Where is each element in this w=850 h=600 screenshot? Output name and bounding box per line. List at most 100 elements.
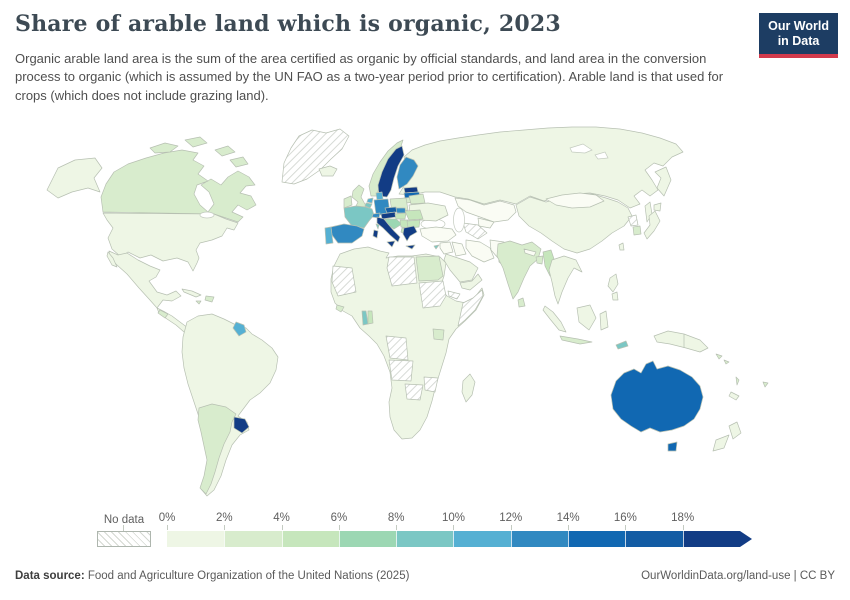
- country-bangladesh[interactable]: [535, 255, 544, 265]
- country-indonesia-sumatra[interactable]: [542, 305, 567, 333]
- country-spain[interactable]: [330, 223, 365, 244]
- legend-bin-6%[interactable]: 6%: [331, 512, 397, 547]
- territory-new-caledonia[interactable]: [728, 391, 740, 401]
- country-greenland[interactable]: [281, 128, 350, 185]
- country-nepal[interactable]: [523, 248, 537, 257]
- country-iran[interactable]: [465, 239, 495, 263]
- country-mauritania-wsahara[interactable]: [331, 265, 357, 297]
- region-indochina[interactable]: [548, 255, 583, 305]
- country-argentina-chile[interactable]: [197, 403, 237, 495]
- legend-bin-12%[interactable]: 12%: [499, 512, 569, 547]
- country-solomon-islands[interactable]: [715, 353, 730, 365]
- country-baja-california[interactable]: [106, 251, 118, 268]
- legend-tick: [625, 525, 627, 530]
- legend-bin-18%[interactable]: 18%: [671, 512, 740, 547]
- legend-bin-14%[interactable]: 14%: [557, 512, 626, 547]
- country-cyprus[interactable]: [433, 244, 440, 250]
- country-north-korea[interactable]: [627, 214, 639, 227]
- country-finland[interactable]: [396, 156, 419, 190]
- country-france[interactable]: [343, 205, 375, 229]
- country-indonesia-java[interactable]: [559, 335, 593, 345]
- country-dr-congo[interactable]: [385, 335, 409, 361]
- country-uganda[interactable]: [432, 328, 445, 341]
- country-south-korea[interactable]: [632, 225, 642, 236]
- country-kazakhstan[interactable]: [454, 197, 517, 223]
- country-dominican-republic[interactable]: [204, 295, 215, 303]
- country-portugal[interactable]: [324, 226, 334, 245]
- country-egypt[interactable]: [415, 255, 444, 282]
- country-turkey[interactable]: [419, 226, 457, 243]
- country-iceland[interactable]: [318, 165, 338, 177]
- country-benin[interactable]: [367, 310, 374, 325]
- country-indonesia-sulawesi[interactable]: [599, 310, 609, 331]
- country-ireland[interactable]: [343, 195, 353, 209]
- country-yemen-oman[interactable]: [459, 273, 483, 291]
- country-timor-leste[interactable]: [615, 340, 629, 350]
- country-iraq[interactable]: [451, 241, 467, 257]
- country-libya[interactable]: [386, 256, 418, 287]
- legend-bin-10%[interactable]: 10%: [442, 512, 511, 547]
- legend-tick-label: 0%: [158, 512, 176, 524]
- country-uruguay[interactable]: [233, 416, 250, 434]
- country-denmark[interactable]: [375, 191, 384, 201]
- country-sudan[interactable]: [418, 280, 447, 309]
- country-alaska[interactable]: [46, 157, 103, 199]
- territory-corsica[interactable]: [375, 223, 380, 230]
- country-fiji[interactable]: [762, 381, 769, 388]
- region-south-america[interactable]: [181, 313, 279, 497]
- country-usa[interactable]: [102, 212, 239, 272]
- data-source-label: Data source:: [15, 570, 85, 582]
- country-taiwan[interactable]: [618, 242, 625, 251]
- country-australia-tasmania[interactable]: [667, 441, 678, 452]
- country-syria-jordan[interactable]: [439, 241, 454, 255]
- owid-logo[interactable]: Our World in Data: [759, 13, 838, 58]
- country-russia[interactable]: [398, 126, 684, 209]
- country-slovakia[interactable]: [395, 207, 407, 214]
- country-madagascar[interactable]: [461, 373, 476, 403]
- country-hungary[interactable]: [394, 212, 407, 220]
- country-vanuatu[interactable]: [735, 376, 740, 386]
- country-new-zealand[interactable]: [712, 421, 742, 452]
- country-french-guiana[interactable]: [232, 321, 247, 337]
- country-netherlands[interactable]: [366, 197, 374, 204]
- country-guatemala[interactable]: [157, 309, 169, 319]
- legend-bin-4%[interactable]: 4%: [273, 512, 339, 547]
- country-australia[interactable]: [610, 360, 704, 433]
- country-belarus[interactable]: [408, 193, 426, 205]
- country-greece[interactable]: [402, 225, 418, 250]
- country-zimbabwe[interactable]: [423, 376, 439, 393]
- country-japan[interactable]: [643, 202, 662, 240]
- legend-bin-16%[interactable]: 16%: [614, 512, 683, 547]
- country-canada-arctic-islands[interactable]: [149, 136, 249, 168]
- country-sweden[interactable]: [377, 145, 405, 198]
- country-indonesia-borneo[interactable]: [576, 304, 597, 331]
- legend-bin-2%[interactable]: 2%: [216, 512, 282, 547]
- country-bulgaria[interactable]: [406, 219, 421, 229]
- country-cuba[interactable]: [181, 288, 202, 298]
- country-mexico[interactable]: [108, 250, 182, 309]
- country-italy[interactable]: [372, 216, 401, 248]
- country-philippines[interactable]: [607, 273, 619, 301]
- country-sri-lanka[interactable]: [517, 297, 526, 308]
- country-somalia[interactable]: [457, 289, 484, 327]
- country-botswana[interactable]: [404, 383, 424, 401]
- legend-bin-0%[interactable]: 0%: [159, 512, 225, 547]
- legend-colorbar[interactable]: 0% 2% 4% 6% 8% 10% 12% 14% 16% 18%: [159, 512, 752, 547]
- country-sierra-leone[interactable]: [335, 304, 345, 313]
- country-saudi-arabia[interactable]: [443, 253, 479, 283]
- credit-link[interactable]: OurWorldinData.org/land-use | CC BY: [641, 570, 835, 582]
- country-uzbekistan[interactable]: [477, 217, 495, 229]
- data-source-text: Food and Agriculture Organization of the…: [84, 570, 410, 582]
- country-mongolia[interactable]: [545, 192, 605, 209]
- country-jamaica[interactable]: [195, 300, 202, 305]
- country-russia-kamchatka[interactable]: [654, 166, 672, 197]
- country-turkmenistan[interactable]: [462, 222, 488, 240]
- country-romania[interactable]: [404, 209, 424, 221]
- caspian-sea: [453, 207, 465, 233]
- legend-bin-8%[interactable]: 8%: [388, 512, 454, 547]
- country-angola[interactable]: [388, 359, 414, 382]
- country-india[interactable]: [496, 240, 542, 300]
- legend-no-data-swatch[interactable]: [97, 531, 151, 547]
- island-new-guinea[interactable]: [653, 330, 709, 353]
- country-eritrea[interactable]: [447, 290, 461, 300]
